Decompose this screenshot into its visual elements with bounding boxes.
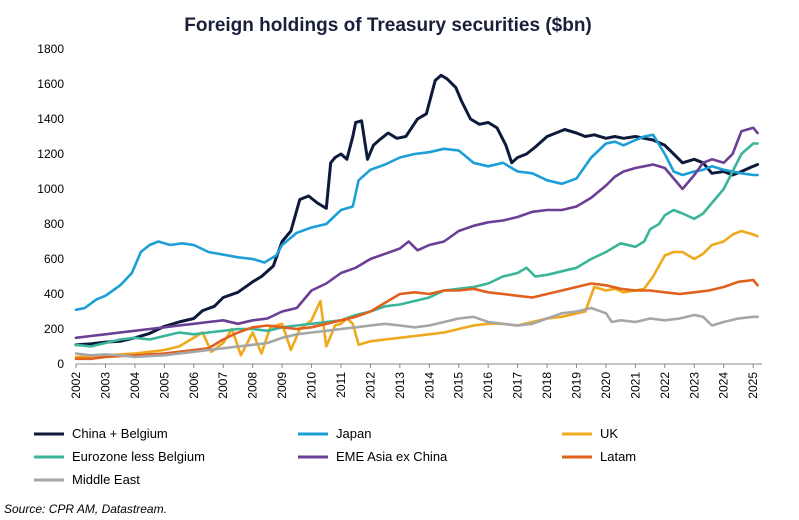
x-tick-label: 2010 — [305, 372, 319, 399]
y-tick-label: 1200 — [37, 147, 64, 161]
y-tick-label: 800 — [44, 217, 64, 231]
y-tick-label: 200 — [44, 322, 64, 336]
x-axis: 2002 2003 2004 2005 2006 2007 2008 2009 2010 2011… — [69, 364, 760, 399]
x-tick-label: 2008 — [246, 372, 260, 399]
legend-label: Middle East — [72, 472, 140, 487]
x-tick-label: 2006 — [187, 372, 201, 399]
legend-label: Japan — [336, 426, 371, 441]
legend: China + Belgium Japan UK Eurozone less Belg… — [34, 426, 636, 487]
x-tick-label: 2009 — [275, 372, 289, 399]
x-tick-label: 2007 — [216, 372, 230, 399]
series-lines — [74, 73, 760, 361]
x-tick-label: 2014 — [422, 372, 436, 399]
x-tick-label: 2025 — [746, 372, 760, 399]
x-tick-label: 2004 — [128, 372, 142, 399]
x-tick-label: 2012 — [363, 372, 377, 399]
x-tick-label: 2003 — [98, 372, 112, 399]
x-tick-label: 2011 — [334, 372, 348, 398]
legend-label: EME Asia ex China — [336, 449, 448, 464]
legend-label: Eurozone less Belgium — [72, 449, 205, 464]
x-tick-label: 2002 — [69, 372, 83, 399]
x-tick-label: 2023 — [687, 372, 701, 399]
chart-title: Foreign holdings of Treasury securities … — [184, 15, 592, 36]
y-tick-label: 0 — [57, 357, 64, 371]
x-tick-label: 2015 — [452, 372, 466, 399]
y-tick-label: 400 — [44, 287, 64, 301]
x-tick-label: 2024 — [717, 372, 731, 399]
x-tick-label: 2017 — [511, 372, 525, 399]
legend-label: UK — [600, 426, 618, 441]
series-line-japan — [74, 133, 759, 312]
y-axis: 0 200 400 600 800 1000 1200 1400 1600 1800 — [37, 42, 64, 371]
y-tick-label: 1000 — [37, 182, 64, 196]
x-tick-label: 2018 — [540, 372, 554, 399]
x-tick-label: 2013 — [393, 372, 407, 399]
series-line-latam — [74, 278, 759, 361]
series-line-china-belgium — [74, 73, 760, 347]
series-line-middle-east — [74, 306, 759, 359]
y-tick-label: 1800 — [37, 42, 64, 56]
x-tick-label: 2019 — [570, 372, 584, 399]
x-tick-label: 2021 — [628, 372, 642, 399]
x-tick-label: 2005 — [157, 372, 171, 399]
y-tick-label: 600 — [44, 252, 64, 266]
legend-label: China + Belgium — [72, 426, 168, 441]
legend-label: Latam — [600, 449, 636, 464]
y-tick-label: 1400 — [37, 112, 64, 126]
source-note: Source: CPR AM, Datastream. — [4, 502, 167, 516]
x-tick-label: 2022 — [658, 372, 672, 399]
series-line-eurozone-less-belgium — [74, 142, 759, 348]
y-tick-label: 1600 — [37, 77, 64, 91]
series-line-eme-asia-ex-china — [74, 126, 759, 340]
x-tick-label: 2020 — [599, 372, 613, 399]
x-tick-label: 2016 — [481, 372, 495, 399]
